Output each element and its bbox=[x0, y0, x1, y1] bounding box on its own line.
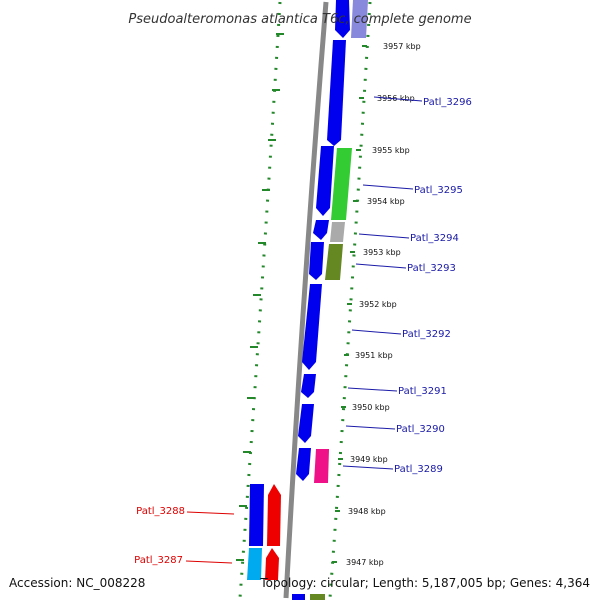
gene-label[interactable]: Patl_3287 bbox=[134, 555, 183, 566]
gc-content-ring-right bbox=[328, 1, 372, 599]
gene-patl-3295-cds[interactable] bbox=[327, 40, 346, 146]
gene-patl-3288-cds[interactable] bbox=[249, 484, 264, 546]
gene-label[interactable]: Patl_3294 bbox=[410, 233, 459, 244]
left-label-leaders bbox=[185, 511, 235, 564]
tick-label: 3947 kbp bbox=[346, 558, 384, 567]
gene-patl-3294-cds[interactable] bbox=[316, 146, 334, 216]
gene-patl-3289-cds-2[interactable] bbox=[296, 448, 311, 481]
gene-patl-3293-cds[interactable] bbox=[313, 220, 329, 240]
gene-patl-3295-green[interactable] bbox=[331, 148, 352, 220]
gene-label[interactable]: Patl_3293 bbox=[407, 263, 456, 274]
right-gene-labels[interactable]: Patl_3296 Patl_3295 Patl_3294 Patl_3293 … bbox=[394, 97, 472, 475]
gc-skew-dashes bbox=[236, 33, 284, 561]
scale-ticks bbox=[332, 45, 367, 563]
gene-bottom-olive[interactable] bbox=[310, 594, 325, 600]
map-title: Pseudoalteromonas atlantica T6c, complet… bbox=[128, 12, 471, 27]
topology-text: Topology: circular; Length: 5,187,005 bp… bbox=[259, 576, 590, 590]
gene-label[interactable]: Patl_3289 bbox=[394, 464, 443, 475]
gene-patl-3289-cds[interactable] bbox=[298, 404, 314, 443]
gene-patl-3296-cds[interactable] bbox=[335, 0, 350, 38]
gene-patl-3287-cyan[interactable] bbox=[247, 548, 262, 580]
gene-patl-3290-cds[interactable] bbox=[301, 374, 316, 398]
tick-label: 3950 kbp bbox=[352, 403, 390, 412]
reverse-strand-features[interactable] bbox=[247, 484, 281, 580]
tick-label: 3955 kbp bbox=[372, 146, 410, 155]
right-label-leaders bbox=[342, 96, 423, 470]
tick-label: 3951 kbp bbox=[355, 351, 393, 360]
gene-patl-3294-grey[interactable] bbox=[330, 222, 345, 242]
tick-label: 3954 kbp bbox=[367, 197, 405, 206]
genome-backbone bbox=[283, 1, 329, 599]
gene-label[interactable]: Patl_3295 bbox=[414, 185, 463, 196]
gene-patl-3288-red[interactable] bbox=[267, 484, 281, 546]
gene-label[interactable]: Patl_3292 bbox=[402, 329, 451, 340]
gene-label[interactable]: Patl_3296 bbox=[423, 97, 472, 108]
gene-top-lavender[interactable] bbox=[351, 0, 368, 38]
tick-label: 3952 kbp bbox=[359, 300, 397, 309]
gene-label[interactable]: Patl_3288 bbox=[136, 506, 185, 517]
tick-label: 3949 kbp bbox=[350, 455, 388, 464]
tick-label: 3957 kbp bbox=[383, 42, 421, 51]
gene-patl-3291-cds[interactable] bbox=[302, 284, 322, 370]
gene-patl-3287-red[interactable] bbox=[265, 548, 279, 580]
gene-label[interactable]: Patl_3291 bbox=[398, 386, 447, 397]
tick-label: 3948 kbp bbox=[348, 507, 386, 516]
gene-patl-3292-cds[interactable] bbox=[309, 242, 324, 280]
gene-bottom-blue[interactable] bbox=[292, 594, 305, 600]
gene-patl-3289-magenta[interactable] bbox=[314, 449, 329, 483]
scale-tick-labels: 3957 kbp 3956 kbp 3955 kbp 3954 kbp 3953… bbox=[346, 42, 421, 567]
tick-label: 3953 kbp bbox=[363, 248, 401, 257]
forward-strand-features[interactable] bbox=[292, 0, 368, 600]
gc-content-ring-left bbox=[238, 1, 282, 599]
left-gene-labels[interactable]: Patl_3288 Patl_3287 bbox=[134, 506, 185, 566]
accession-text: Accession: NC_008228 bbox=[9, 576, 145, 590]
gene-patl-3293-olive[interactable] bbox=[325, 244, 343, 280]
gene-label[interactable]: Patl_3290 bbox=[396, 424, 445, 435]
